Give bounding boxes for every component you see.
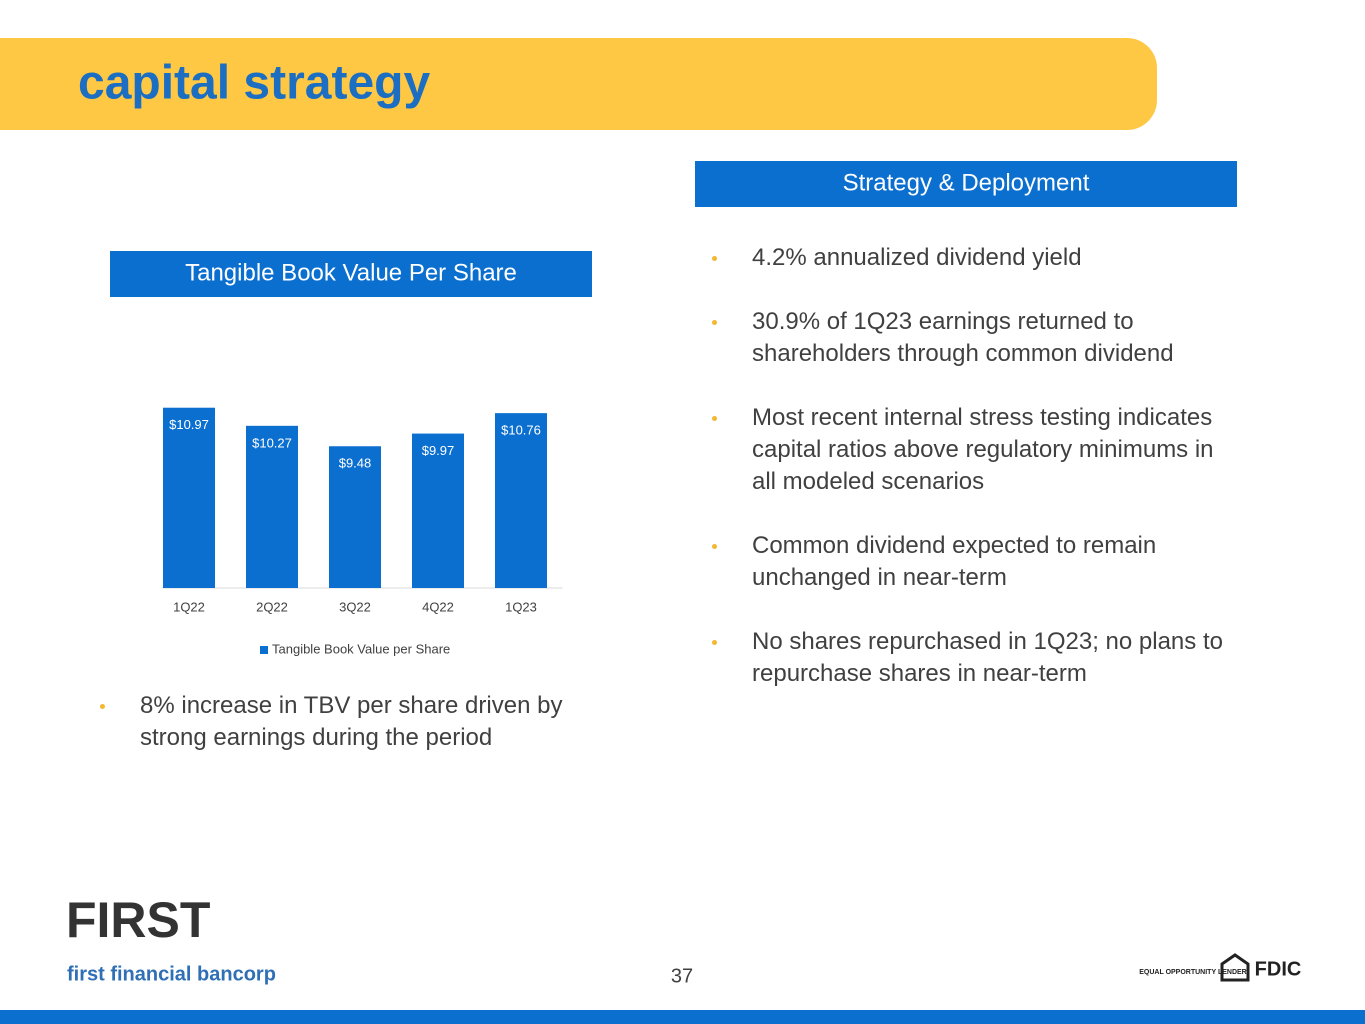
bullet: 4.2% annualized dividend yield — [712, 242, 1242, 274]
page-number: 37 — [671, 965, 693, 987]
bullet: Common dividend expected to remain uncha… — [712, 530, 1242, 594]
bar — [412, 433, 464, 588]
bar — [163, 407, 215, 588]
data-label: $10.76 — [501, 423, 541, 438]
x-tick-label: 1Q22 — [173, 599, 205, 614]
bar — [329, 446, 381, 588]
bullet-dot — [712, 416, 717, 421]
bullet: Most recent internal stress testing indi… — [712, 402, 1242, 498]
chart-title-box — [110, 251, 592, 297]
strategy-bullets: 4.2% annualized dividend yield 30.9% of 1… — [712, 242, 1242, 722]
data-label: $9.48 — [339, 456, 372, 471]
bullet-text: Most recent internal stress testing indi… — [752, 404, 1214, 495]
section-title: Strategy & Deployment — [843, 169, 1090, 196]
bullet: 30.9% of 1Q23 earnings returned to share… — [712, 306, 1242, 370]
x-tick-label: 4Q22 — [422, 599, 454, 614]
legend-label: Tangible Book Value per Share — [272, 641, 450, 656]
left-bullets: 8% increase in TBV per share driven by s… — [100, 690, 620, 786]
housing-icon — [1220, 953, 1250, 982]
bullet-dot — [712, 320, 717, 325]
bullet-text: 30.9% of 1Q23 earnings returned to share… — [752, 308, 1174, 367]
bar — [495, 413, 547, 588]
x-tick-label: 2Q22 — [256, 599, 288, 614]
bullet-dot — [100, 704, 105, 709]
chart-title: Tangible Book Value Per Share — [185, 259, 517, 286]
bullet-text: Common dividend expected to remain uncha… — [752, 532, 1157, 591]
section-box — [695, 161, 1237, 207]
bullet-dot — [712, 640, 717, 645]
bullet: 8% increase in TBV per share driven by s… — [100, 690, 620, 754]
bullet-dot — [712, 256, 717, 261]
legend-swatch — [260, 646, 268, 654]
bullet-dot — [712, 544, 717, 549]
data-label: $9.97 — [422, 443, 455, 458]
header-band — [0, 38, 1157, 130]
data-label: $10.97 — [169, 417, 209, 432]
bullet-text: 4.2% annualized dividend yield — [752, 244, 1082, 271]
slide-title: capital strategy — [78, 57, 430, 110]
bar — [246, 425, 298, 588]
company-name: first financial bancorp — [67, 963, 276, 985]
bullet: No shares repurchased in 1Q23; no plans … — [712, 626, 1242, 690]
data-label: $10.27 — [252, 435, 292, 450]
x-tick-label: 3Q22 — [339, 599, 371, 614]
badge: FDIC — [1255, 958, 1302, 980]
x-tick-label: 1Q23 — [505, 599, 537, 614]
footer-band — [0, 1010, 1365, 1024]
bullet-text: 8% increase in TBV per share driven by s… — [140, 692, 563, 751]
bullet-text: No shares repurchased in 1Q23; no plans … — [752, 628, 1223, 687]
badge: EQUAL OPPORTUNITY LENDER — [1139, 969, 1246, 976]
logo: FIRST — [66, 892, 210, 948]
